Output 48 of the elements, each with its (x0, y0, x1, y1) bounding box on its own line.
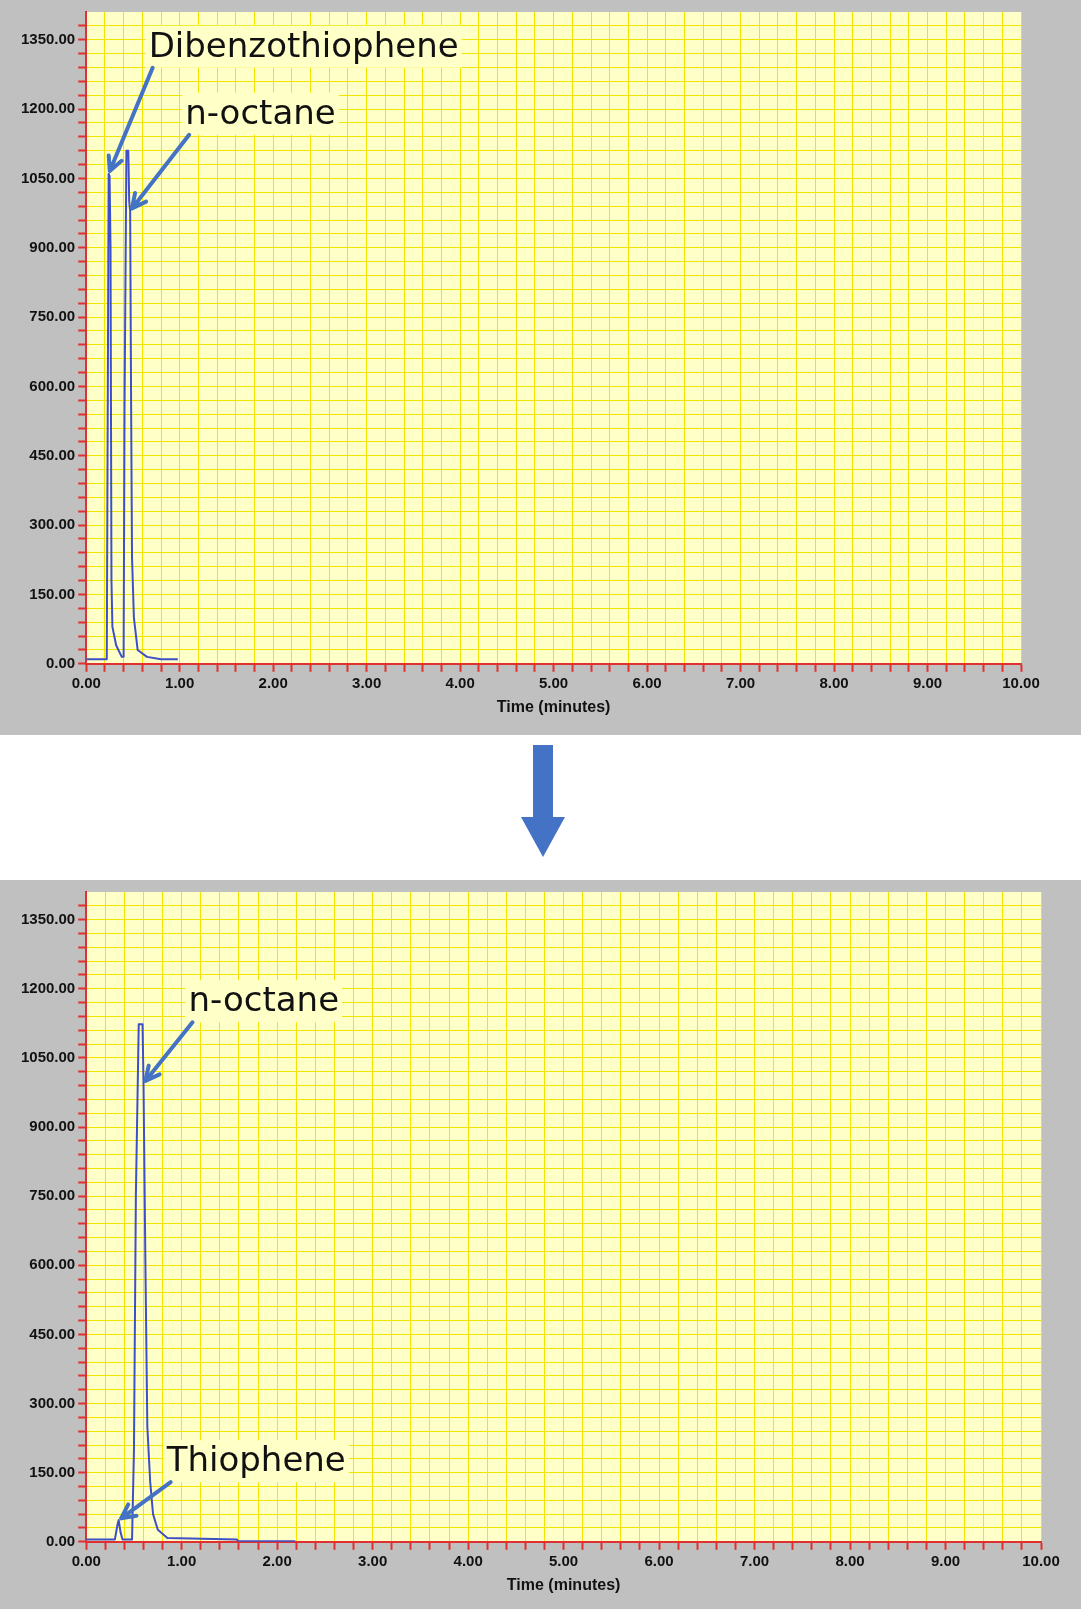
x-tick-label: 0.00 (71, 673, 101, 691)
x-tick-label: 9.00 (930, 1551, 961, 1569)
y-tick-label: 600.00 (29, 376, 76, 394)
y-tick-label: 1350.00 (20, 909, 76, 927)
x-tick-label: 5.00 (539, 673, 569, 691)
x-tick-label: 2.00 (262, 1551, 292, 1569)
x-tick-label: 9.00 (912, 673, 943, 691)
y-tick-label: 450.00 (29, 1324, 76, 1342)
annotation: n-octane (185, 91, 336, 132)
x-tick-label: 3.00 (352, 673, 382, 691)
x-axis-title: Time (minutes) (496, 697, 611, 715)
x-tick-label: 8.00 (819, 673, 849, 691)
x-tick-label: 7.00 (725, 673, 756, 691)
x-tick-label: 2.00 (258, 673, 288, 691)
y-tick-label: 900.00 (29, 237, 76, 255)
x-axis-title: Time (minutes) (506, 1575, 621, 1593)
y-tick-label: 150.00 (29, 1462, 76, 1480)
y-tick-label: 1200.00 (20, 978, 76, 996)
y-tick-label: 300.00 (29, 1393, 76, 1411)
y-tick-label: 450.00 (29, 445, 76, 463)
x-tick-label: 3.00 (358, 1551, 388, 1569)
x-tick-label: 5.00 (549, 1551, 579, 1569)
x-tick-label: 7.00 (739, 1551, 770, 1569)
x-tick-label: 6.00 (644, 1551, 674, 1569)
y-tick-label: 1350.00 (20, 29, 76, 47)
y-tick-label: 900.00 (29, 1117, 76, 1135)
x-tick-label: 10.00 (1022, 1551, 1060, 1569)
x-tick-label: 1.00 (167, 1551, 197, 1569)
y-tick-label: 750.00 (29, 307, 76, 325)
annotation: Thiophene (165, 1438, 346, 1479)
y-tick-label: 1050.00 (20, 168, 76, 186)
y-tick-label: 150.00 (29, 584, 76, 602)
x-tick-label: 4.00 (453, 1551, 483, 1569)
x-tick-label: 1.00 (165, 673, 195, 691)
x-tick-label: 0.00 (71, 1551, 101, 1569)
y-tick-label: 750.00 (29, 1186, 76, 1204)
y-tick-label: 1050.00 (20, 1048, 76, 1066)
x-tick-label: 4.00 (445, 673, 475, 691)
y-tick-label: 300.00 (29, 515, 76, 533)
annotation: n-octane (188, 979, 340, 1020)
y-tick-label: 0.00 (46, 1531, 76, 1549)
y-tick-label: 600.00 (29, 1255, 76, 1273)
x-tick-label: 6.00 (632, 673, 662, 691)
x-tick-label: 8.00 (835, 1551, 865, 1569)
x-tick-label: 10.00 (1002, 673, 1040, 691)
annotation: Dibenzothiophene (148, 24, 459, 65)
y-tick-label: 1200.00 (20, 99, 76, 117)
y-tick-label: 0.00 (46, 653, 76, 671)
